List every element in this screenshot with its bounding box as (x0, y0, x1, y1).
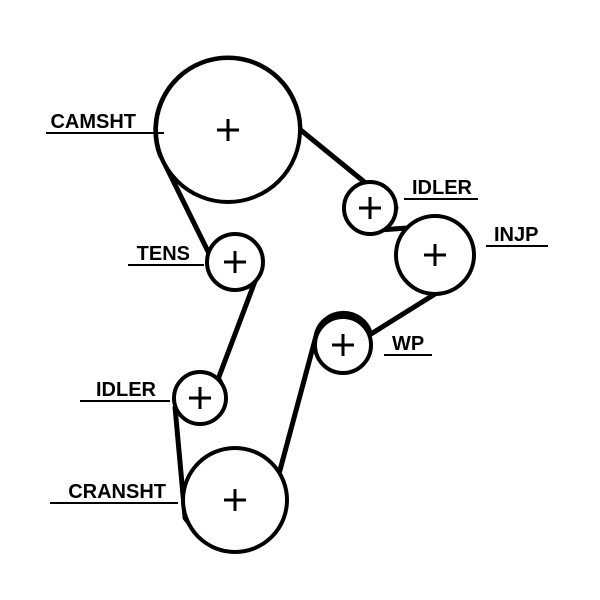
label-camsht: CAMSHT (50, 111, 136, 133)
label-group: CAMSHT IDLER INJP WP TENS IDLER CRANSHT (46, 111, 548, 503)
label-idler_l: IDLER (96, 379, 157, 401)
label-tens: TENS (137, 243, 190, 265)
label-idler_r: IDLER (412, 177, 473, 199)
label-wp: WP (392, 333, 424, 355)
pulley-group (156, 58, 474, 552)
belt-routing-diagram: CAMSHT IDLER INJP WP TENS IDLER CRANSHT (0, 0, 600, 600)
label-cransht: CRANSHT (68, 481, 166, 503)
label-injp: INJP (494, 224, 538, 246)
